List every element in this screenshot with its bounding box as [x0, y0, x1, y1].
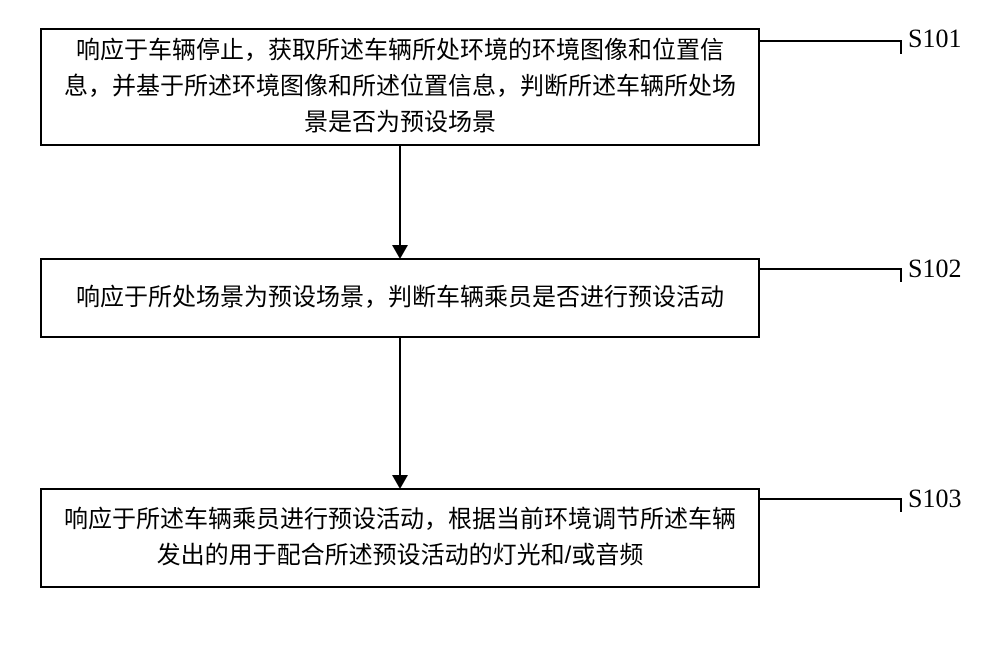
arrow-head-icon — [392, 245, 408, 259]
arrow-head-icon — [392, 475, 408, 489]
flow-arrow-1 — [399, 146, 401, 258]
flow-step-text: 响应于所述车辆乘员进行预设活动，根据当前环境调节所述车辆发出的用于配合所述预设活… — [62, 502, 738, 574]
leader-line-s101 — [760, 40, 902, 54]
leader-line-s102 — [760, 268, 902, 282]
step-label-s102: S102 — [908, 254, 961, 284]
arrow-line — [399, 338, 401, 476]
leader-line-s103 — [760, 498, 902, 512]
flow-step-s101: 响应于车辆停止，获取所述车辆所处环境的环境图像和位置信息，并基于所述环境图像和所… — [40, 28, 760, 146]
flow-step-s103: 响应于所述车辆乘员进行预设活动，根据当前环境调节所述车辆发出的用于配合所述预设活… — [40, 488, 760, 588]
flow-arrow-2 — [399, 338, 401, 488]
flow-step-text: 响应于车辆停止，获取所述车辆所处环境的环境图像和位置信息，并基于所述环境图像和所… — [62, 33, 738, 141]
step-label-s103: S103 — [908, 484, 961, 514]
flow-step-text: 响应于所处场景为预设场景，判断车辆乘员是否进行预设活动 — [76, 280, 724, 316]
flow-step-s102: 响应于所处场景为预设场景，判断车辆乘员是否进行预设活动 — [40, 258, 760, 338]
arrow-line — [399, 146, 401, 246]
step-label-s101: S101 — [908, 24, 961, 54]
